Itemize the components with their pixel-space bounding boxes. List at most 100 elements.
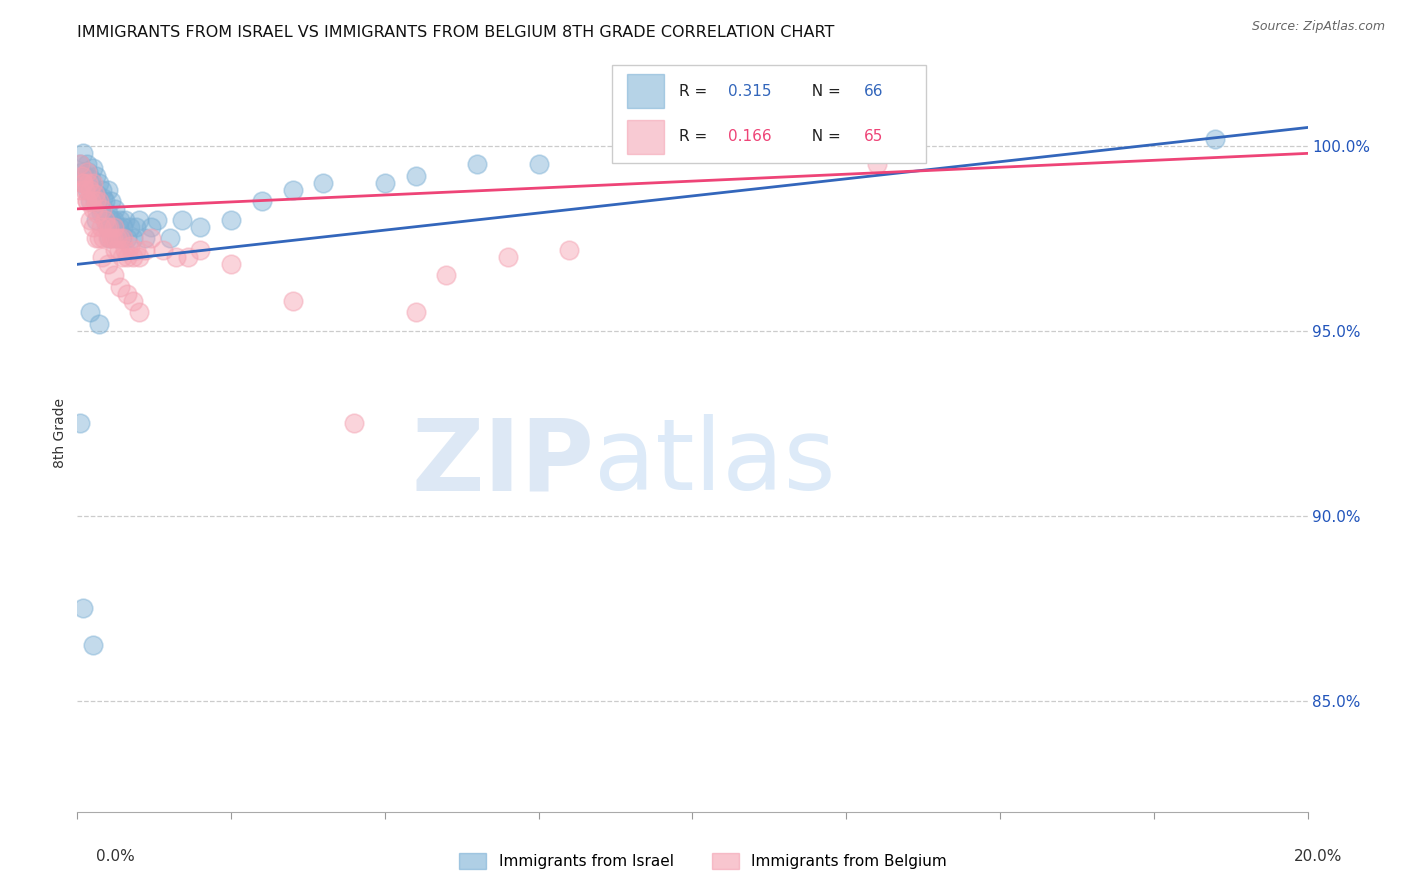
Point [115,287,138,301]
Point [86,205,108,219]
Point [114,213,136,227]
Point [73,169,96,183]
Point [159,231,181,245]
Legend: Immigrants from Israel, Immigrants from Belgium: Immigrants from Israel, Immigrants from … [453,847,953,875]
Point [104,202,127,216]
Point [76,183,98,197]
Point [110,279,132,293]
Point [105,231,128,245]
Point [96,220,118,235]
Point [97,257,120,271]
Point [83,187,105,202]
Point [96,220,118,235]
Point [146,213,169,227]
Point [125,220,148,235]
Text: 66: 66 [863,84,883,99]
Point [90,220,112,235]
Point [72,176,94,190]
Point [118,220,141,235]
Point [72,146,94,161]
Point [72,176,94,190]
Point [91,191,114,205]
Point [84,213,107,227]
Point [82,161,104,176]
Point [98,220,121,235]
Text: R =: R = [679,84,711,99]
Point [103,213,125,227]
Point [170,213,193,227]
Point [69,157,91,171]
Point [527,157,550,171]
Point [94,194,117,209]
Point [82,202,104,216]
Point [104,243,127,257]
Point [83,194,105,209]
Point [112,220,135,235]
Point [105,231,128,245]
Point [72,176,94,190]
Point [141,220,163,235]
Text: IMMIGRANTS FROM ISRAEL VS IMMIGRANTS FROM BELGIUM 8TH GRADE CORRELATION CHART: IMMIGRANTS FROM ISRAEL VS IMMIGRANTS FRO… [77,25,835,40]
Point [77,176,100,190]
Point [69,183,91,197]
Point [114,243,136,257]
Point [70,169,93,183]
Point [115,250,138,264]
Point [111,231,132,245]
Text: ZIP: ZIP [411,415,595,511]
Point [79,194,101,209]
Point [465,157,488,171]
Text: 65: 65 [863,129,883,145]
Point [82,220,104,235]
Point [250,194,273,209]
Point [128,213,150,227]
Point [77,165,100,179]
Point [281,183,304,197]
Point [90,250,114,264]
Point [91,231,114,245]
Point [97,183,120,197]
Point [84,194,107,209]
Point [90,205,112,219]
Point [86,187,108,202]
Point [101,220,124,235]
Text: 20.0%: 20.0% [1295,849,1343,864]
Point [103,268,125,283]
Point [866,157,889,171]
Text: 0.166: 0.166 [728,129,772,145]
Point [87,176,110,190]
Point [141,231,163,245]
Point [343,417,366,431]
Point [82,183,104,197]
Point [76,157,98,171]
Point [70,165,93,179]
Point [97,205,120,219]
Point [134,243,156,257]
Text: 0.0%: 0.0% [96,849,135,864]
Point [112,231,135,245]
Point [87,194,110,209]
Point [128,305,150,319]
Point [101,231,124,245]
Y-axis label: 8th Grade: 8th Grade [53,398,67,467]
Point [111,250,132,264]
Point [82,638,104,652]
Point [128,250,150,264]
Text: R =: R = [679,129,711,145]
Point [80,194,103,209]
Point [188,243,212,257]
Point [80,172,103,186]
Point [405,169,427,183]
Point [84,231,107,245]
Point [79,176,101,190]
FancyBboxPatch shape [627,120,664,154]
Point [100,213,122,227]
Point [98,231,121,245]
Point [558,243,581,257]
Text: N =: N = [801,84,845,99]
Point [436,268,458,283]
Point [76,165,98,179]
Point [125,243,148,257]
Point [312,176,335,190]
Point [121,294,143,309]
